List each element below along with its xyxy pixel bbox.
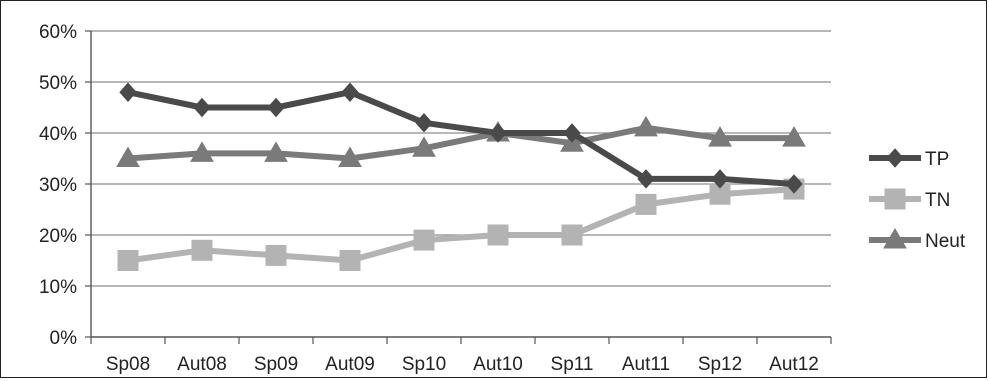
x-tick-label: Sp09 (254, 354, 298, 375)
data-point-tn (635, 193, 657, 215)
y-tick-label: 10% (39, 277, 77, 298)
legend-marker-tp (886, 148, 904, 168)
legend-item-tn: TN (869, 188, 950, 211)
legend-item-tp: TP (869, 148, 949, 170)
legend-label: TP (925, 149, 949, 170)
legend-marker-tn (884, 188, 906, 210)
data-point-neut (190, 141, 214, 162)
series-line-tp (127, 89, 795, 187)
data-point-tp (193, 97, 211, 118)
series-line-tn (127, 186, 795, 264)
data-point-tn (265, 244, 287, 266)
series-tn (117, 178, 805, 271)
series-layer (116, 82, 806, 271)
series-neut (116, 115, 806, 167)
data-point-tn (339, 250, 361, 271)
y-tick-label: 50% (39, 73, 77, 94)
legend-marker-neut (883, 228, 907, 249)
data-point-tn (561, 224, 583, 246)
series-line-neut (127, 124, 794, 162)
x-tick-label: Aut11 (622, 354, 670, 375)
data-point-tp (341, 82, 359, 102)
x-tick-label: Sp08 (106, 354, 150, 375)
gridlines (91, 30, 831, 287)
x-tick-label: Sp11 (551, 354, 594, 375)
x-tick-labels: Sp08 Aut08 Sp09 Aut09 Sp10 Aut10 Sp11 Aut11 Sp12… (106, 354, 819, 375)
data-point-tn (487, 224, 509, 246)
y-tick-labels: 0% 10% 20% 30% 40% 50% 60% (39, 22, 77, 349)
data-point-tp (489, 123, 507, 143)
legend-label: TN (925, 190, 950, 211)
data-point-tn (191, 239, 213, 261)
data-point-tp (637, 169, 655, 189)
legend-label: Neut (925, 231, 966, 252)
data-point-neut (634, 115, 658, 137)
data-point-tn (117, 250, 139, 271)
data-point-tp (785, 174, 803, 194)
legend-item-neut: Neut (869, 228, 966, 252)
y-tick-label: 60% (39, 22, 77, 43)
x-tick-label: Aut08 (177, 354, 227, 375)
data-point-tn (413, 229, 435, 251)
x-tick-label: Sp12 (698, 354, 742, 375)
data-point-tp (563, 123, 581, 143)
data-point-tp (267, 97, 285, 118)
legend: TP TN Neut (869, 148, 966, 252)
data-point-neut (782, 126, 806, 147)
x-tick-label: Aut12 (769, 354, 819, 375)
data-point-tp (711, 169, 729, 189)
axes (85, 30, 832, 344)
y-tick-label: 0% (50, 328, 78, 349)
series-tp (119, 82, 803, 194)
x-tick-label: Sp10 (402, 354, 446, 375)
data-point-neut (116, 146, 140, 167)
y-tick-label: 20% (39, 226, 77, 247)
data-point-neut (264, 141, 288, 162)
data-point-tp (119, 82, 137, 102)
data-point-neut (708, 126, 732, 147)
y-tick-label: 40% (39, 124, 77, 145)
x-tick-label: Aut09 (325, 354, 375, 375)
x-tick-label: Aut10 (473, 354, 523, 375)
data-point-tp (415, 113, 433, 133)
y-tick-label: 30% (39, 175, 77, 196)
data-point-neut (412, 136, 436, 157)
data-point-neut (338, 146, 362, 167)
